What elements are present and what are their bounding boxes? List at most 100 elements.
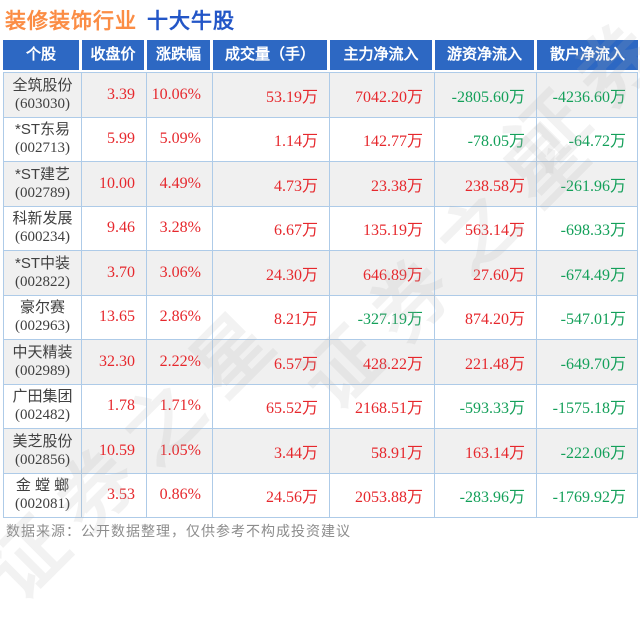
- volume-cell: 65.52万: [213, 384, 330, 428]
- retail-inflow-cell: -1769.92万: [537, 473, 638, 517]
- stock-code: (002856): [15, 451, 70, 468]
- main-inflow-cell: 142.77万: [330, 117, 435, 161]
- stock-name-cell: 科新发展 (600234): [3, 206, 82, 250]
- main-inflow-cell: 428.22万: [330, 340, 435, 384]
- volume-cell: 4.73万: [213, 162, 330, 206]
- main-inflow-cell: 7042.20万: [330, 73, 435, 117]
- table-row: 美芝股份 (002856) 10.59 1.05% 3.44万 58.91万 163.14万…: [3, 429, 638, 474]
- stock-code: (002822): [15, 273, 70, 290]
- close-price-cell: 3.70: [82, 251, 147, 295]
- stock-code: (002789): [15, 184, 70, 201]
- table-header-row: 个股 收盘价 涨跌幅 成交量（手） 主力净流入 游资净流入 散户净流入: [3, 40, 638, 70]
- main-inflow-cell: -327.19万: [330, 295, 435, 339]
- stock-code: (002989): [15, 362, 70, 379]
- stock-name: 豪尔赛: [19, 299, 65, 317]
- close-price-cell: 3.39: [82, 73, 147, 117]
- main-inflow-cell: 2053.88万: [330, 473, 435, 517]
- volume-cell: 24.30万: [213, 251, 330, 295]
- retail-inflow-cell: -4236.60万: [537, 73, 638, 117]
- close-price-cell: 10.00: [82, 162, 147, 206]
- stock-name-cell: 广田集团 (002482): [3, 384, 82, 428]
- change-pct-cell: 10.06%: [147, 73, 213, 117]
- table-row: 科新发展 (600234) 9.46 3.28% 6.67万 135.19万 563.14万…: [3, 206, 638, 251]
- stock-name-cell: *ST中装 (002822): [3, 251, 82, 295]
- stock-name: 中天精装: [12, 343, 73, 361]
- column-header-main-inflow: 主力净流入: [330, 40, 435, 70]
- close-price-cell: 32.30: [82, 340, 147, 384]
- main-inflow-cell: 646.89万: [330, 251, 435, 295]
- stock-name: 金 螳 螂: [15, 477, 70, 495]
- close-price-cell: 10.59: [82, 429, 147, 473]
- stock-name: 广田集团: [12, 388, 73, 406]
- stock-code: (002963): [15, 318, 70, 335]
- table-row: *ST建艺 (002789) 10.00 4.49% 4.73万 23.38万 238.58…: [3, 162, 638, 207]
- hot-money-inflow-cell: 238.58万: [435, 162, 537, 206]
- stock-code: (002482): [15, 407, 70, 424]
- close-price-cell: 3.53: [82, 473, 147, 517]
- column-header-retail-inflow: 散户净流入: [537, 40, 638, 70]
- volume-cell: 1.14万: [213, 117, 330, 161]
- retail-inflow-cell: -1575.18万: [537, 384, 638, 428]
- table-row: 全筑股份 (603030) 3.39 10.06% 53.19万 7042.20万 -280…: [3, 73, 638, 118]
- volume-cell: 8.21万: [213, 295, 330, 339]
- close-price-cell: 9.46: [82, 206, 147, 250]
- stock-name-cell: 全筑股份 (603030): [3, 73, 82, 117]
- stock-name: *ST东易: [14, 121, 70, 139]
- hot-money-inflow-cell: 27.60万: [435, 251, 537, 295]
- table-row: 豪尔赛 (002963) 13.65 2.86% 8.21万 -327.19万 874.20…: [3, 295, 638, 340]
- stock-name: 美芝股份: [12, 432, 73, 450]
- stock-code: (600234): [15, 229, 70, 246]
- stock-name-cell: *ST东易 (002713): [3, 117, 82, 161]
- change-pct-cell: 4.49%: [147, 162, 213, 206]
- change-pct-cell: 1.71%: [147, 384, 213, 428]
- change-pct-cell: 0.86%: [147, 473, 213, 517]
- industry-title: 装修装饰行业: [5, 10, 137, 33]
- top-stocks-table: 个股 收盘价 涨跌幅 成交量（手） 主力净流入 游资净流入 散户净流入 全筑股份…: [3, 40, 638, 518]
- stock-name-cell: 中天精装 (002989): [3, 340, 82, 384]
- table-row: *ST中装 (002822) 3.70 3.06% 24.30万 646.89万 27.60…: [3, 251, 638, 296]
- volume-cell: 53.19万: [213, 73, 330, 117]
- hot-money-inflow-cell: 221.48万: [435, 340, 537, 384]
- table-row: *ST东易 (002713) 5.99 5.09% 1.14万 142.77万 -78.05…: [3, 117, 638, 162]
- stock-code: (603030): [15, 95, 70, 112]
- retail-inflow-cell: -649.70万: [537, 340, 638, 384]
- main-inflow-cell: 23.38万: [330, 162, 435, 206]
- table-body: 全筑股份 (603030) 3.39 10.06% 53.19万 7042.20万 -280…: [3, 72, 638, 518]
- stock-code: (002713): [15, 140, 70, 157]
- hot-money-inflow-cell: -78.05万: [435, 117, 537, 161]
- stock-name-cell: 金 螳 螂 (002081): [3, 473, 82, 517]
- volume-cell: 6.67万: [213, 206, 330, 250]
- stock-name-cell: 豪尔赛 (002963): [3, 295, 82, 339]
- title-suffix: 十大牛股: [147, 10, 235, 33]
- hot-money-inflow-cell: 874.20万: [435, 295, 537, 339]
- hot-money-inflow-cell: 563.14万: [435, 206, 537, 250]
- change-pct-cell: 3.28%: [147, 206, 213, 250]
- stock-name: *ST中装: [14, 254, 70, 272]
- hot-money-inflow-cell: -283.96万: [435, 473, 537, 517]
- column-header-change: 涨跌幅: [147, 40, 213, 70]
- main-inflow-cell: 135.19万: [330, 206, 435, 250]
- stock-name: 全筑股份: [12, 76, 73, 94]
- column-header-hot-inflow: 游资净流入: [435, 40, 537, 70]
- change-pct-cell: 5.09%: [147, 117, 213, 161]
- retail-inflow-cell: -261.96万: [537, 162, 638, 206]
- table-row: 中天精装 (002989) 32.30 2.22% 6.57万 428.22万 221.48…: [3, 340, 638, 385]
- table-row: 广田集团 (002482) 1.78 1.71% 65.52万 2168.51万 -593.…: [3, 384, 638, 429]
- column-header-volume: 成交量（手）: [213, 40, 330, 70]
- retail-inflow-cell: -222.06万: [537, 429, 638, 473]
- stock-name: *ST建艺: [14, 165, 70, 183]
- change-pct-cell: 1.05%: [147, 429, 213, 473]
- volume-cell: 6.57万: [213, 340, 330, 384]
- volume-cell: 24.56万: [213, 473, 330, 517]
- stock-name-cell: 美芝股份 (002856): [3, 429, 82, 473]
- hot-money-inflow-cell: -593.33万: [435, 384, 537, 428]
- retail-inflow-cell: -547.01万: [537, 295, 638, 339]
- main-inflow-cell: 2168.51万: [330, 384, 435, 428]
- stock-name: 科新发展: [12, 210, 73, 228]
- hot-money-inflow-cell: -2805.60万: [435, 73, 537, 117]
- retail-inflow-cell: -698.33万: [537, 206, 638, 250]
- volume-cell: 3.44万: [213, 429, 330, 473]
- data-source-note: 数据来源：公开数据整理，仅供参考不构成投资建议: [6, 523, 351, 539]
- column-header-stock: 个股: [3, 40, 82, 70]
- column-header-close: 收盘价: [82, 40, 147, 70]
